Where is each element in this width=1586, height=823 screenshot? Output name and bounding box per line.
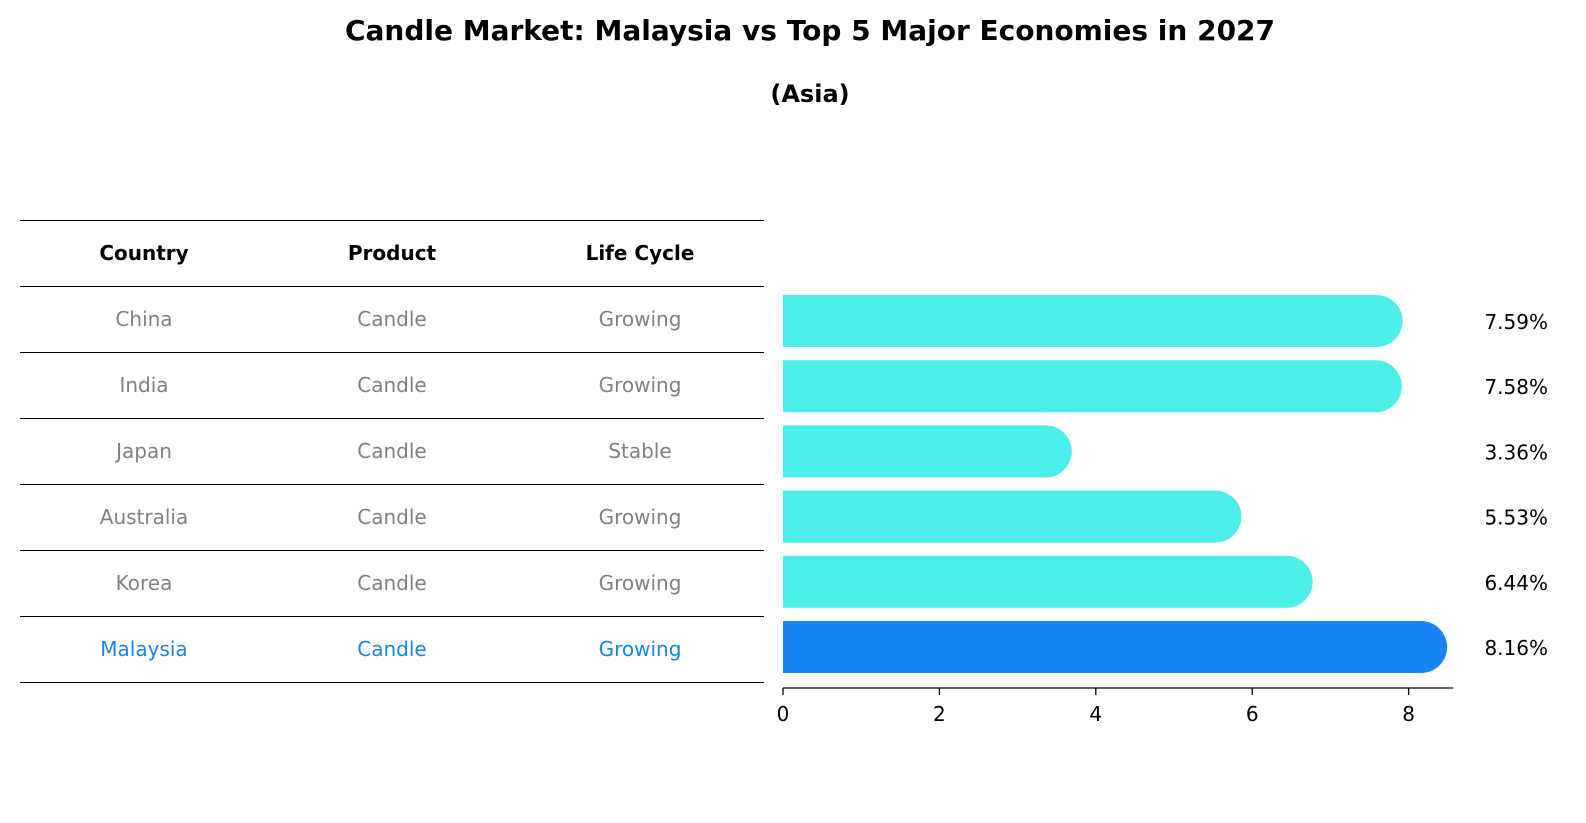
header-product: Product <box>347 241 437 265</box>
table-cell-life-cycle: Growing <box>598 637 682 661</box>
value-label-japan: 3.36% <box>1484 440 1548 464</box>
table-rule <box>20 220 764 221</box>
value-label-korea: 6.44% <box>1484 571 1548 595</box>
table-rule <box>20 418 764 419</box>
table-cell-life-cycle: Stable <box>608 439 672 463</box>
table-cell-country: China <box>115 307 173 331</box>
x-tick-label: 2 <box>933 702 946 726</box>
x-tick-label: 8 <box>1402 702 1415 726</box>
table-cell-product: Candle <box>357 571 427 595</box>
table-rule <box>20 484 764 485</box>
x-tick-label: 0 <box>777 702 790 726</box>
bar-india <box>783 360 1402 413</box>
bar-australia <box>783 490 1242 543</box>
table-cell-product: Candle <box>357 505 427 529</box>
bar-japan <box>783 425 1072 478</box>
table-rule <box>20 682 764 683</box>
table-cell-country: India <box>119 373 169 397</box>
table-cell-product: Candle <box>357 307 427 331</box>
value-label-malaysia: 8.16% <box>1484 636 1548 660</box>
value-label-china: 7.59% <box>1484 310 1548 334</box>
table-cell-life-cycle: Growing <box>598 373 682 397</box>
table-cell-country: Malaysia <box>100 637 188 661</box>
bar-korea <box>783 555 1313 608</box>
table-rule <box>20 286 764 287</box>
table-rule <box>20 352 764 353</box>
header-country: Country <box>99 241 189 265</box>
table-cell-country: Korea <box>115 571 173 595</box>
table-cell-life-cycle: Growing <box>598 307 682 331</box>
chart-subtitle: (Asia) <box>770 80 850 108</box>
table-cell-product: Candle <box>357 637 427 661</box>
header-life-cycle: Life Cycle <box>585 241 695 265</box>
table-cell-life-cycle: Growing <box>598 571 682 595</box>
x-tick-label: 4 <box>1089 702 1102 726</box>
table-cell-country: Japan <box>116 439 172 463</box>
table-cell-product: Candle <box>357 439 427 463</box>
table-rule <box>20 616 764 617</box>
table-cell-product: Candle <box>357 373 427 397</box>
bar-malaysia <box>783 621 1448 673</box>
x-tick-label: 6 <box>1246 702 1259 726</box>
table-rule <box>20 550 764 551</box>
value-label-india: 7.58% <box>1484 375 1548 399</box>
bar-china <box>783 295 1403 347</box>
chart-title: Candle Market: Malaysia vs Top 5 Major E… <box>344 14 1276 47</box>
table-cell-country: Australia <box>99 505 189 529</box>
value-label-australia: 5.53% <box>1484 506 1548 530</box>
table-cell-life-cycle: Growing <box>598 505 682 529</box>
